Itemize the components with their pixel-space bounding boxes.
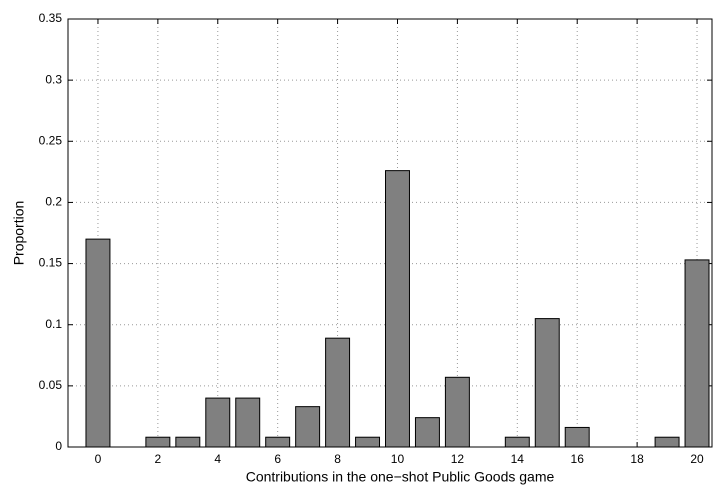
bar bbox=[325, 337, 351, 448]
y-tick-label: 0.3 bbox=[45, 72, 62, 86]
bar bbox=[235, 397, 261, 448]
bar bbox=[385, 170, 410, 448]
bar bbox=[175, 436, 201, 448]
plot-frame bbox=[67, 18, 713, 448]
bar bbox=[534, 318, 560, 448]
bar bbox=[504, 436, 530, 448]
x-tick-label: 4 bbox=[214, 452, 221, 466]
bar bbox=[85, 238, 111, 448]
y-tick-label: 0.05 bbox=[39, 378, 63, 392]
x-tick-label: 16 bbox=[571, 452, 585, 466]
bar bbox=[414, 417, 440, 448]
x-axis-label: Contributions in the one−shot Public Goo… bbox=[246, 469, 555, 485]
x-tick-label: 20 bbox=[690, 452, 704, 466]
bar bbox=[355, 436, 381, 448]
y-tick-label: 0.1 bbox=[45, 317, 62, 331]
y-tick-label: 0 bbox=[55, 439, 62, 453]
bar bbox=[654, 436, 680, 448]
bar bbox=[684, 259, 710, 448]
x-tick-label: 10 bbox=[391, 452, 405, 466]
y-tick-label: 0.35 bbox=[39, 11, 63, 25]
bar bbox=[444, 376, 470, 448]
y-tick-label: 0.25 bbox=[39, 133, 63, 147]
bar bbox=[265, 436, 291, 448]
bar bbox=[564, 426, 590, 448]
y-tick-label: 0.2 bbox=[45, 195, 62, 209]
y-axis-label: Proportion bbox=[11, 201, 27, 266]
x-tick-label: 6 bbox=[274, 452, 281, 466]
x-tick-label: 2 bbox=[155, 452, 162, 466]
x-tick-label: 14 bbox=[511, 452, 525, 466]
bar bbox=[145, 436, 171, 448]
bar bbox=[295, 406, 321, 448]
bar bbox=[205, 397, 231, 448]
x-tick-label: 18 bbox=[630, 452, 644, 466]
x-tick-label: 0 bbox=[95, 452, 102, 466]
x-tick-label: 8 bbox=[334, 452, 341, 466]
x-tick-label: 12 bbox=[451, 452, 465, 466]
y-tick-label: 0.15 bbox=[39, 256, 63, 270]
